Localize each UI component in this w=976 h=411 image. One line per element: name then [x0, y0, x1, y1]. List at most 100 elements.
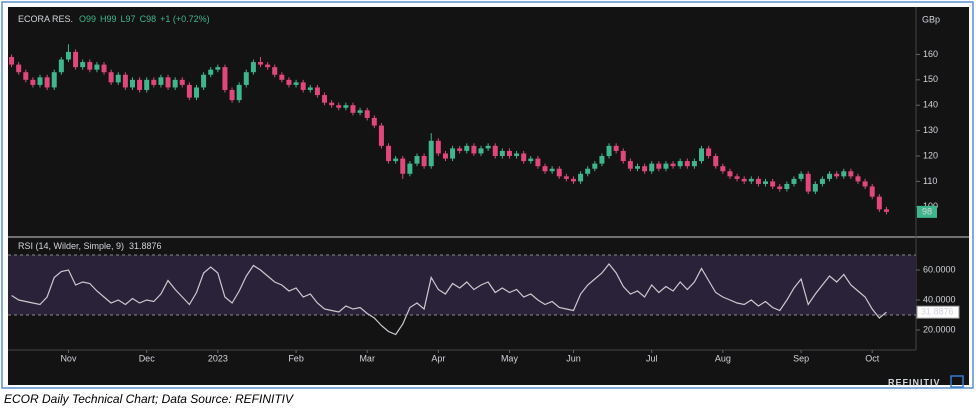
- candle-body: [307, 87, 313, 90]
- candle-body: [734, 176, 740, 179]
- candle-body: [777, 186, 783, 190]
- candle-body: [478, 148, 484, 154]
- rsi-band: [8, 254, 916, 316]
- candle-body: [827, 173, 833, 179]
- candle-body: [414, 156, 420, 164]
- candle-body: [606, 145, 612, 157]
- candle-body: [471, 145, 477, 154]
- y-tick-label: 160: [923, 49, 938, 59]
- rsi-line: [11, 263, 887, 336]
- candle-body: [115, 74, 121, 83]
- candle-body: [272, 67, 278, 75]
- x-tick-label: Nov: [60, 353, 77, 363]
- candle-body: [222, 67, 228, 90]
- x-tick-label: Aug: [715, 353, 731, 363]
- x-tick-label: Apr: [431, 353, 445, 363]
- rsi-tick-label: 20.0000: [923, 324, 956, 334]
- rsi-tick-label: 40.0000: [923, 294, 956, 304]
- candle-body: [514, 153, 520, 157]
- x-tick-label: Oct: [865, 353, 880, 363]
- candle-body: [215, 67, 221, 70]
- candle-body: [94, 64, 100, 70]
- candle-body: [599, 156, 605, 164]
- candle-body: [300, 82, 306, 90]
- candle-body: [741, 178, 747, 182]
- candle-body: [393, 158, 399, 162]
- candle-body: [407, 163, 413, 174]
- candle-body: [862, 181, 868, 187]
- chart: ECORA RES. O99 H99 L97 C98 +1 (+0.72%) GBp RS…: [1, 1, 974, 389]
- candle-body: [179, 79, 185, 85]
- candle-body: [869, 186, 875, 197]
- candle-body: [855, 176, 861, 182]
- candle-body: [442, 153, 448, 159]
- candle-body: [158, 77, 164, 85]
- candle-body: [663, 163, 669, 169]
- candle-body: [585, 168, 591, 174]
- candle-body: [329, 102, 335, 106]
- candle-body: [58, 59, 64, 73]
- candle-body: [201, 74, 207, 88]
- x-tick-label: Dec: [139, 353, 156, 363]
- legend-item: O99: [79, 14, 96, 24]
- x-tick-label: 2023: [208, 353, 228, 363]
- candle-body: [876, 196, 882, 210]
- candle-body: [314, 87, 320, 96]
- candle-body: [649, 163, 655, 172]
- candle-body: [421, 156, 427, 167]
- candle-body: [229, 89, 235, 101]
- candle-body: [485, 145, 491, 149]
- candle-body: [677, 161, 683, 167]
- candle-body: [620, 150, 626, 162]
- candle-body: [30, 79, 36, 85]
- y-tick-label: 150: [923, 74, 938, 84]
- candle-body: [243, 72, 249, 85]
- chart-background: [8, 7, 969, 385]
- candle-body: [684, 161, 690, 167]
- candle-body: [80, 62, 86, 68]
- candle-body: [656, 163, 662, 169]
- candle-body: [336, 105, 342, 108]
- candle-body: [151, 79, 157, 85]
- y-tick-label: 120: [923, 150, 938, 160]
- legend-item: L97: [121, 14, 136, 24]
- logo: REFINITIV: [888, 377, 941, 387]
- y-tick-label: 130: [923, 125, 938, 135]
- candle-body: [691, 161, 697, 167]
- last-price-box: [917, 205, 937, 218]
- candle-body: [492, 145, 498, 157]
- candle-body: [258, 62, 264, 65]
- candle-body: [457, 148, 463, 151]
- candle-body: [883, 209, 889, 212]
- rsi-last-box: [916, 305, 960, 319]
- candle-body: [634, 166, 640, 169]
- legend-item: H99: [100, 14, 117, 24]
- logo-icon: [950, 375, 964, 388]
- candle-body: [435, 140, 441, 154]
- x-tick-label: Jul: [646, 353, 658, 363]
- candle-body: [784, 183, 790, 190]
- y-tick-label: 140: [923, 100, 938, 110]
- candle-body: [592, 163, 598, 169]
- candle-body: [542, 166, 548, 172]
- candle-body: [108, 72, 114, 83]
- rsi-name: RSI (14, Wilder, Simple, 9): [18, 241, 124, 251]
- rsi-tick-label: 60.0000: [923, 264, 956, 274]
- candle-body: [65, 51, 71, 60]
- candle-body: [464, 145, 470, 151]
- candle-body: [172, 79, 178, 88]
- candle-body: [727, 171, 733, 177]
- candle-body: [250, 62, 256, 73]
- candle-body: [748, 178, 754, 182]
- legend-name: ECORA RES.: [18, 14, 73, 24]
- y-tick-label: 110: [923, 176, 937, 186]
- candle-body: [570, 178, 576, 182]
- candle-body: [699, 148, 705, 162]
- candle-body: [236, 84, 242, 101]
- candle-body: [521, 153, 527, 162]
- candle-body: [613, 145, 619, 151]
- candle-body: [834, 173, 840, 177]
- caption: ECOR Daily Technical Chart; Data Source:…: [4, 392, 293, 406]
- candle-body: [44, 77, 50, 88]
